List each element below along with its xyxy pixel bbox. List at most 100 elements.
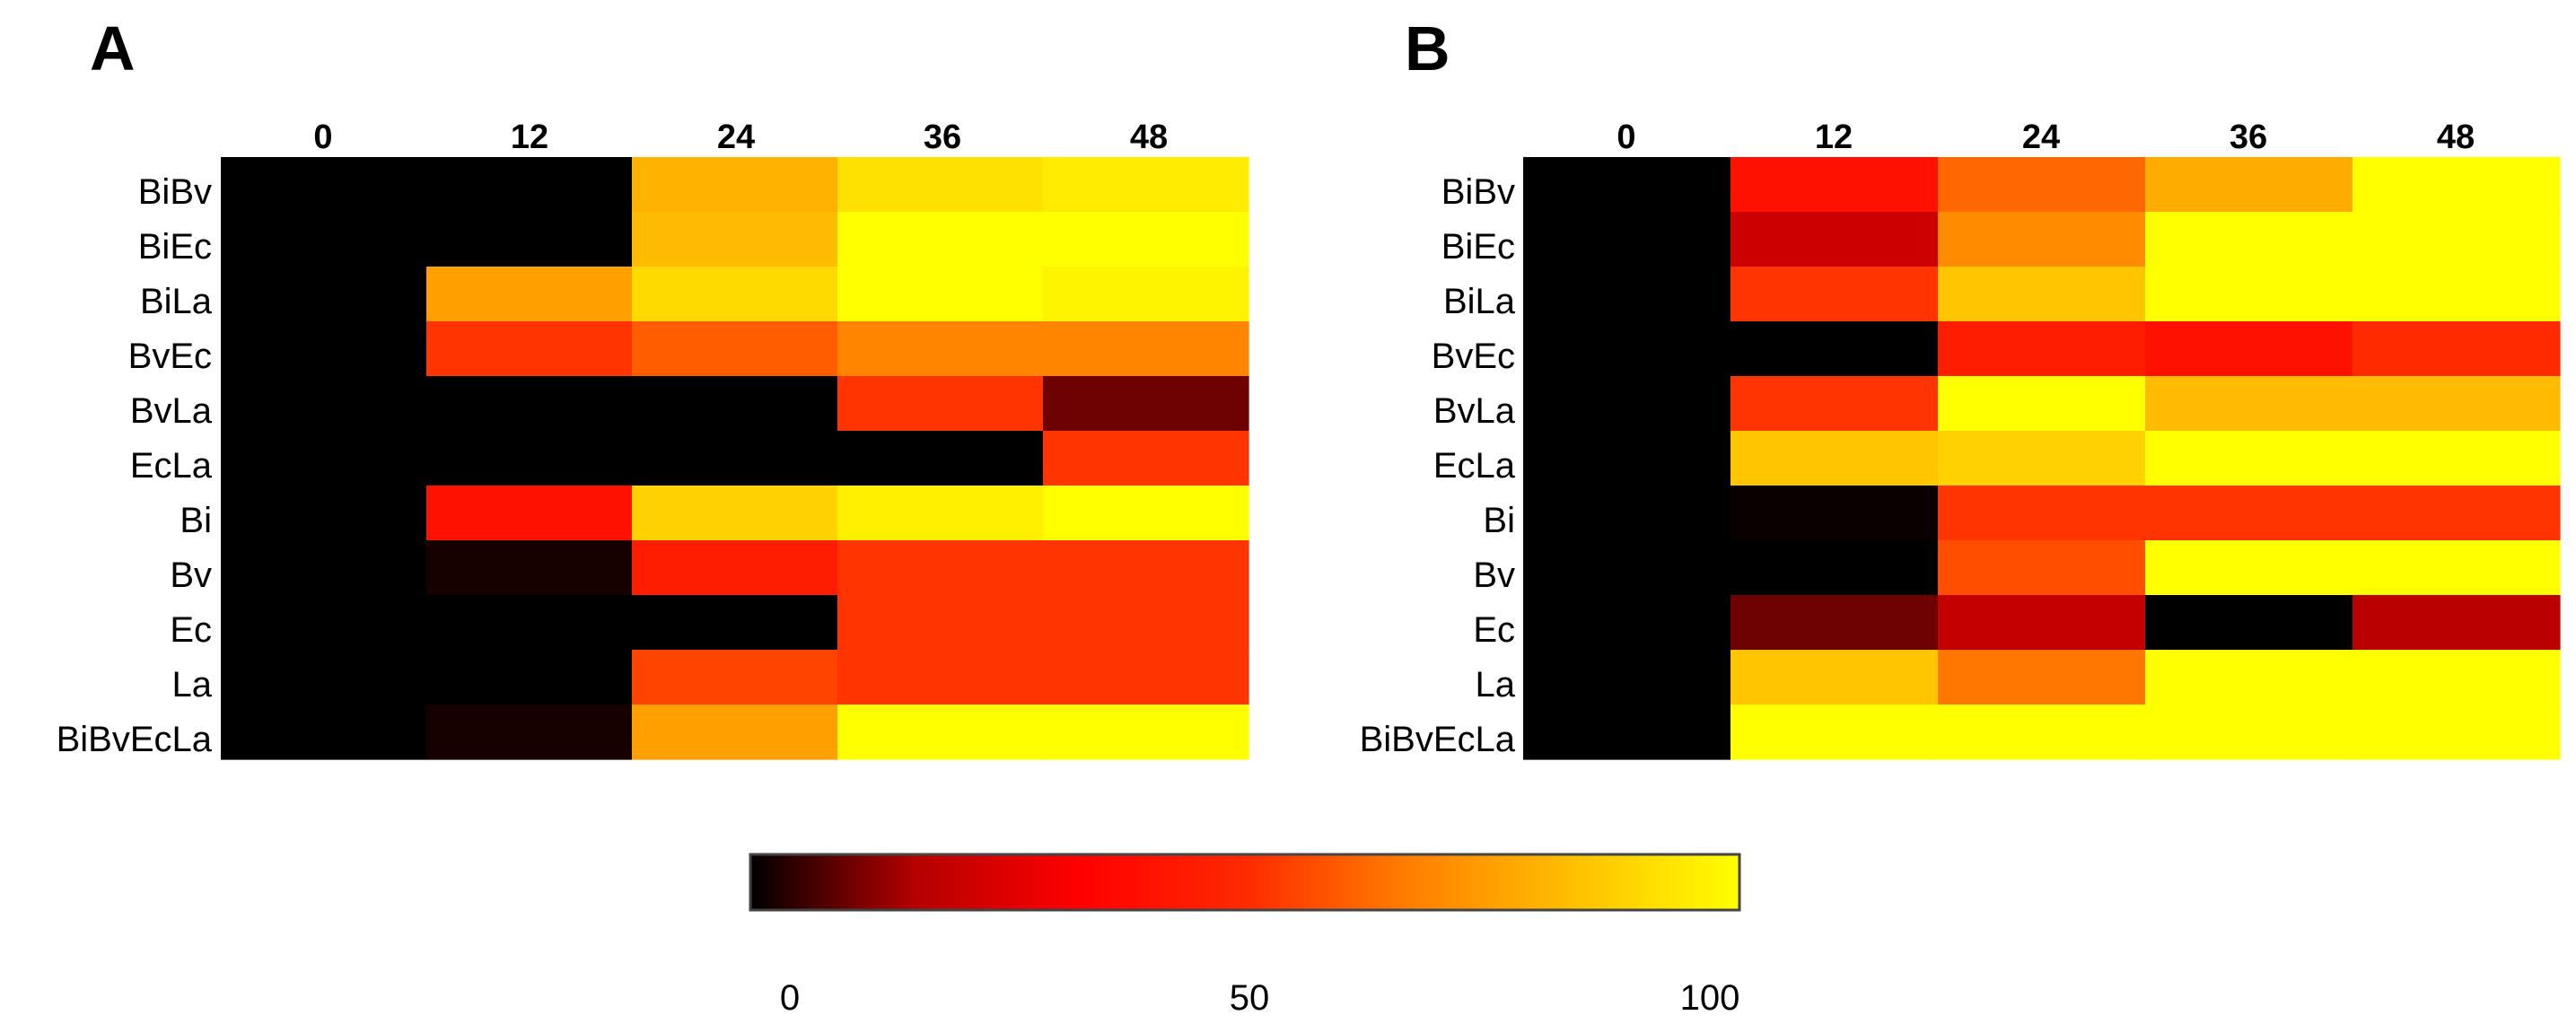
heatmap-cell [2145, 321, 2353, 377]
heatmap-cell [1938, 595, 2146, 651]
row-label: Ec [170, 610, 212, 650]
heatmap-cell [2145, 705, 2353, 760]
heatmap-cell [1730, 267, 1939, 322]
row-labels-b: BiBv BiEc BiLa BvEc BvLa EcLa Bi Bv Ec L… [1360, 172, 1516, 759]
row-label: BvLa [130, 391, 213, 431]
heatmap-cell [2145, 486, 2353, 541]
heatmap-cell [1043, 431, 1249, 486]
heatmap-cell [2145, 595, 2353, 651]
heatmap-cell [1730, 376, 1939, 432]
heatmap-cell [2145, 157, 2353, 213]
heatmap-cell [632, 705, 838, 760]
heatmap-cell [1523, 705, 1731, 760]
row-label: EcLa [130, 446, 213, 486]
row-labels-a: BiBv BiEc BiLa BvEc BvLa EcLa Bi Bv Ec L… [57, 172, 213, 759]
heatmap-cell [1938, 321, 2146, 377]
heatmap-cell [2353, 486, 2561, 541]
heatmap-cell [1043, 595, 1249, 651]
row-label: BvEc [128, 337, 212, 376]
colorbar-tick-label: 50 [1230, 978, 1270, 1018]
heatmap-cell [426, 431, 633, 486]
heatmap-cell [1938, 486, 2146, 541]
heatmap-cell [1938, 157, 2146, 213]
heatmap-cell [1523, 212, 1731, 267]
row-label: BiBv [1441, 172, 1515, 212]
heatmap-cell [632, 321, 838, 377]
heatmap-cell [2353, 595, 2561, 651]
heatmap-cell [1523, 376, 1731, 432]
heatmap-cell [2353, 705, 2561, 760]
heatmap-cell [1938, 212, 2146, 267]
heatmap-cell [426, 157, 633, 213]
row-label: La [1476, 665, 1516, 705]
heatmap-panel-a: A 0 12 24 36 48 BiBv BiEc BiLa BvEc BvLa… [57, 13, 1249, 760]
heatmap-cell [632, 486, 838, 541]
row-label: BiBv [138, 172, 212, 212]
heatmap-cell [1938, 376, 2146, 432]
row-label: BiLa [140, 282, 213, 321]
heatmap-cell [1523, 267, 1731, 322]
heatmap-cell [1730, 650, 1939, 705]
heatmap-cell [632, 650, 838, 705]
heatmap-cell [1043, 486, 1249, 541]
heatmap-cell [2353, 267, 2561, 322]
heatmap-cell [837, 431, 1044, 486]
heatmap-cell [2353, 376, 2561, 432]
colorbar-tick-label: 0 [780, 978, 800, 1018]
panel-label-b: B [1405, 13, 1450, 83]
heatmap-cell [1523, 321, 1731, 377]
heatmap-cell [1043, 650, 1249, 705]
heatmap-cell [837, 212, 1044, 267]
heatmap-cell [221, 376, 427, 432]
heatmap-cell [1730, 212, 1939, 267]
heatmap-cell [221, 650, 427, 705]
heatmap-cell [2145, 267, 2353, 322]
heatmap-cell [1938, 540, 2146, 596]
col-label: 12 [1815, 118, 1853, 156]
heatmap-cell [221, 705, 427, 760]
heatmap-cell [1730, 431, 1939, 486]
heatmap-cell [426, 595, 633, 651]
heatmap-cell [1938, 431, 2146, 486]
heatmap-cell [632, 595, 838, 651]
heatmap-cell [1523, 486, 1731, 541]
heatmap-cell [837, 376, 1044, 432]
heatmap-cell [1523, 595, 1731, 651]
row-label: BvEc [1432, 337, 1515, 376]
heatmap-cell [2353, 650, 2561, 705]
heatmap-cells-b [1523, 157, 2561, 760]
heatmap-cell [837, 321, 1044, 377]
heatmap-cell [632, 212, 838, 267]
col-label: 12 [511, 118, 548, 156]
heatmap-cell [837, 540, 1044, 596]
heatmap-cell [1043, 376, 1249, 432]
colorbar-gradient [749, 853, 1741, 912]
row-label: BiLa [1443, 282, 1516, 321]
heatmap-cell [1730, 540, 1939, 596]
heatmap-cell [2353, 157, 2561, 213]
heatmap-cells-a [221, 157, 1249, 760]
heatmap-cell [1523, 650, 1731, 705]
col-label: 0 [1617, 118, 1635, 156]
colorbar: 0 50 100 [749, 853, 1741, 1018]
heatmap-cell [1043, 267, 1249, 322]
col-label: 24 [717, 118, 755, 156]
col-label: 48 [2437, 118, 2475, 156]
col-label: 24 [2022, 118, 2060, 156]
heatmap-cell [837, 650, 1044, 705]
heatmap-cell [1043, 321, 1249, 377]
heatmap-cell [426, 212, 633, 267]
row-label: Bv [170, 556, 212, 595]
heatmap-cell [632, 540, 838, 596]
heatmap-cell [2145, 540, 2353, 596]
heatmap-cell [1043, 212, 1249, 267]
heatmap-cell [837, 157, 1044, 213]
heatmap-cell [2353, 540, 2561, 596]
heatmap-cell [426, 376, 633, 432]
col-label: 36 [924, 118, 961, 156]
row-label: BiEc [1441, 227, 1515, 267]
heatmap-cell [221, 157, 427, 213]
heatmap-cell [837, 267, 1044, 322]
row-label: Ec [1473, 610, 1515, 650]
heatmap-cell [632, 157, 838, 213]
